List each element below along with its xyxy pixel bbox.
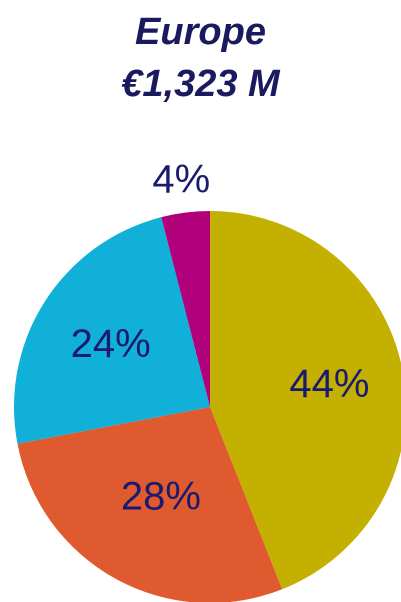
pie-slice-4	[161, 211, 210, 407]
pie-slice-2	[17, 407, 283, 602]
chart-subtitle: €1,323 M	[121, 63, 280, 105]
chart-title: Europe	[135, 11, 266, 53]
slice-label-4: 4%	[152, 157, 210, 201]
pie-slice-1	[210, 211, 401, 590]
slice-label-1: 44%	[289, 362, 369, 406]
pie-slice-3	[13, 217, 211, 444]
slice-label-3: 24%	[71, 322, 151, 366]
slice-label-2: 28%	[121, 474, 201, 518]
